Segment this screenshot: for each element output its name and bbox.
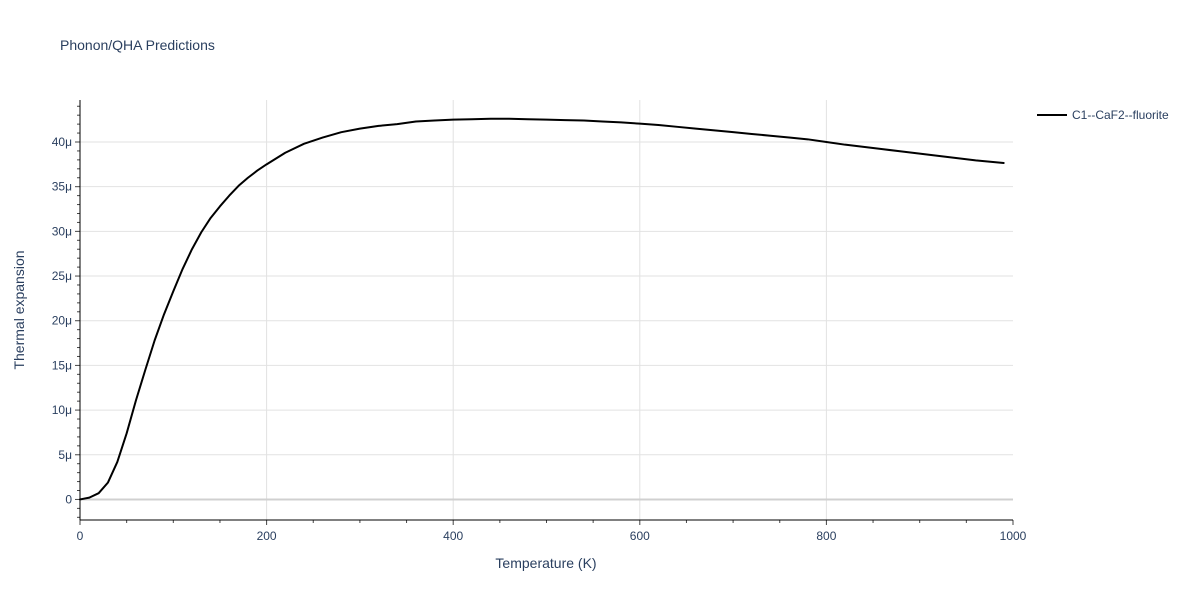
x-tick-label: 800 [816, 529, 836, 543]
y-tick-label: 15μ [52, 358, 72, 372]
y-tick-label: 0 [65, 492, 72, 506]
y-axis-title: Thermal expansion [11, 250, 27, 369]
chart-title: Phonon/QHA Predictions [60, 37, 215, 53]
x-tick-label: 400 [443, 529, 463, 543]
legend[interactable]: C1--CaF2--fluorite [1037, 108, 1169, 122]
y-tick-label: 20μ [52, 314, 72, 328]
series-group [79, 117, 1005, 501]
series-line[interactable] [79, 117, 1005, 501]
legend-label: C1--CaF2--fluorite [1072, 108, 1169, 122]
x-tick-label: 200 [257, 529, 277, 543]
x-tick-labels: 0 200 400 600 800 1000 [77, 529, 1027, 543]
y-tick-label: 5μ [58, 448, 72, 462]
x-tick-label: 0 [77, 529, 84, 543]
x-gridlines [266, 100, 827, 520]
y-gridlines [80, 141, 1013, 501]
x-axis-title: Temperature (K) [495, 555, 596, 571]
y-tick-label: 40μ [52, 135, 72, 149]
y-tick-label: 30μ [52, 224, 72, 238]
y-tick-label: 10μ [52, 403, 72, 417]
y-tick-label: 25μ [52, 269, 72, 283]
x-tick-label: 600 [630, 529, 650, 543]
plot-area [80, 100, 1013, 520]
y-tick-labels: 0 5μ 10μ 15μ 20μ 25μ 30μ 35μ 40μ [52, 135, 73, 506]
x-tick-label: 1000 [1000, 529, 1027, 543]
y-tick-label: 35μ [52, 180, 72, 194]
